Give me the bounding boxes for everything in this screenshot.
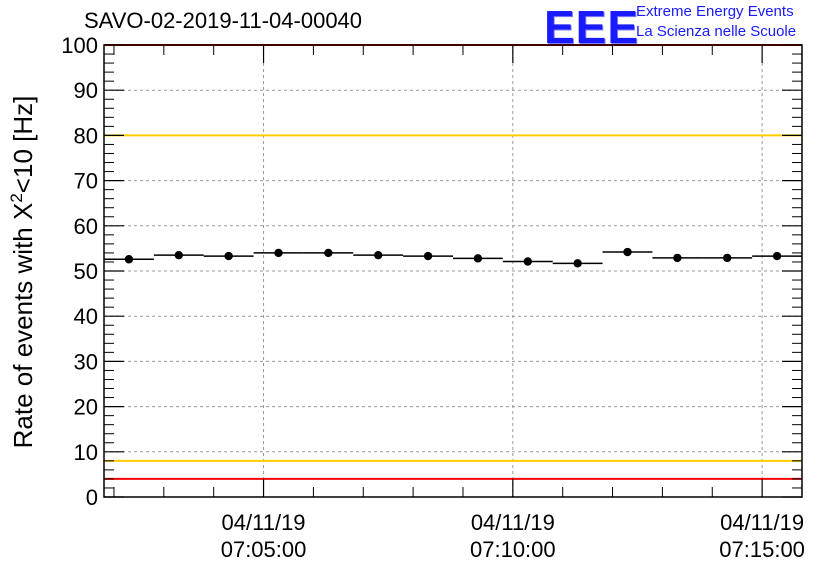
y-tick-label: 0 bbox=[86, 485, 98, 510]
y-tick-label: 20 bbox=[74, 395, 98, 420]
x-tick-date: 04/11/19 bbox=[720, 510, 804, 535]
y-tick-label: 80 bbox=[74, 123, 98, 148]
y-axis-label-tail: <10 [Hz] bbox=[8, 96, 38, 194]
data-point bbox=[623, 247, 632, 257]
y-tick-label: 30 bbox=[74, 349, 98, 374]
y-tick-label: 60 bbox=[74, 214, 98, 239]
plot-frame bbox=[103, 44, 803, 498]
y-axis-label-main: Rate of events with X bbox=[8, 203, 38, 449]
y-tick-label: 40 bbox=[74, 304, 98, 329]
x-tick-date: 04/11/19 bbox=[471, 510, 555, 535]
data-point bbox=[174, 250, 183, 260]
y-tick-label: 100 bbox=[61, 33, 98, 58]
x-tick-labels: 04/11/1907:05:0004/11/1907:10:0004/11/19… bbox=[221, 510, 805, 562]
x-tick-date: 04/11/19 bbox=[222, 510, 306, 535]
axis-ticks bbox=[104, 44, 802, 498]
logo-line-2: La Scienza nelle Scuole bbox=[636, 23, 797, 40]
data-point bbox=[423, 251, 433, 261]
y-tick-label: 10 bbox=[74, 440, 98, 465]
data-point bbox=[523, 257, 532, 266]
data-point bbox=[473, 254, 483, 263]
y-tick-labels: 0 10 20 30 40 50 60 70 80 90 100 bbox=[61, 33, 98, 510]
y-axis-label-sup: 2 bbox=[7, 193, 26, 202]
y-axis-label: Rate of events with X2<10 [Hz] bbox=[7, 96, 38, 449]
data-series bbox=[104, 247, 802, 268]
x-tick-time: 07:05:00 bbox=[221, 537, 307, 562]
eee-logo: EEE bbox=[544, 1, 640, 53]
data-point bbox=[573, 259, 582, 268]
threshold-lines bbox=[104, 44, 802, 480]
x-tick-time: 07:10:00 bbox=[470, 537, 556, 562]
x-tick-time: 07:15:00 bbox=[719, 537, 805, 562]
data-point bbox=[224, 251, 233, 261]
y-tick-label: 90 bbox=[74, 78, 98, 103]
data-point bbox=[324, 248, 333, 258]
data-point bbox=[772, 251, 782, 261]
data-point bbox=[673, 253, 682, 263]
grid-lines bbox=[104, 45, 802, 497]
data-point bbox=[124, 255, 134, 264]
data-point bbox=[274, 248, 283, 258]
y-tick-label: 70 bbox=[74, 169, 98, 194]
logo-line-1: Extreme Energy Events bbox=[636, 3, 794, 20]
y-tick-label: 50 bbox=[74, 259, 98, 284]
data-point bbox=[374, 250, 383, 260]
data-point bbox=[723, 253, 732, 263]
chart-title: SAVO-02-2019-11-04-00040 bbox=[84, 8, 363, 33]
